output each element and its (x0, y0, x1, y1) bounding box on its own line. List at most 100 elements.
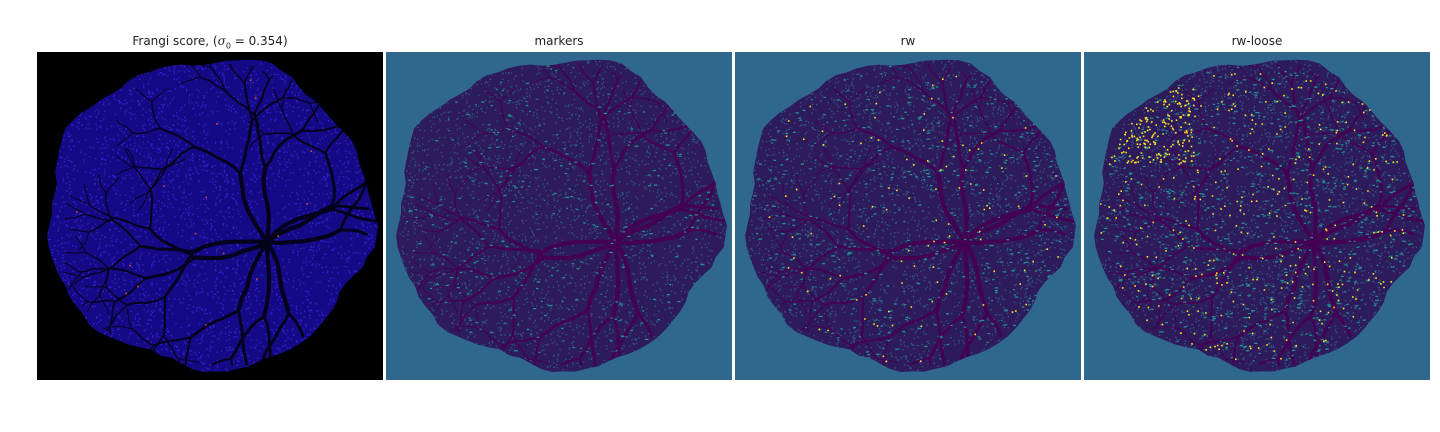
vessel (532, 335, 542, 370)
vessel (978, 107, 991, 135)
vessel (130, 192, 149, 204)
vessel (890, 145, 940, 175)
vessel (79, 231, 90, 250)
panel-title-rw-loose: rw-loose (1231, 34, 1283, 48)
vessel (779, 301, 786, 307)
vessel (1230, 335, 1240, 370)
vessel (763, 252, 785, 254)
vessel (499, 101, 510, 129)
vessel (909, 357, 931, 366)
vessel (466, 156, 485, 168)
vessel (587, 119, 603, 175)
vessel (1154, 245, 1189, 271)
vessel (1315, 75, 1321, 80)
vessel (456, 245, 491, 271)
vessel (602, 113, 616, 170)
vessel (1120, 286, 1135, 303)
vessel (211, 357, 233, 366)
vessel (273, 88, 282, 109)
vessel (479, 327, 504, 347)
vessel (473, 148, 485, 167)
vessel (809, 325, 831, 330)
vessel (541, 239, 619, 261)
vessel (99, 294, 109, 314)
vessel (109, 326, 111, 334)
vessel (479, 192, 498, 204)
vessel (105, 177, 120, 194)
vessel (331, 179, 369, 211)
vessel (102, 326, 111, 330)
vessel (592, 81, 603, 122)
vessel (598, 133, 614, 148)
vessel (951, 78, 969, 117)
vessel (85, 286, 107, 288)
vessel (428, 231, 439, 250)
vessel (762, 213, 784, 220)
vessel (1311, 239, 1338, 316)
vessel (1371, 151, 1383, 208)
vessel (463, 277, 497, 303)
vessel (238, 171, 270, 245)
vessel (1385, 228, 1415, 236)
vessel (268, 75, 274, 80)
vessel (301, 102, 322, 132)
vessel (460, 216, 501, 230)
vessel (947, 133, 963, 148)
vessel (1258, 357, 1280, 366)
vessel (941, 65, 952, 84)
vessel (767, 277, 781, 289)
vessel (287, 311, 305, 338)
vessel (262, 315, 272, 363)
vessel (1127, 267, 1157, 273)
vessel (64, 213, 86, 220)
vessel (767, 271, 780, 289)
vessel (1173, 148, 1183, 168)
vessel (1131, 183, 1137, 205)
vessel (110, 218, 142, 248)
vessel (451, 326, 460, 330)
vessel (498, 188, 503, 230)
vessel (84, 251, 110, 270)
vessel (781, 213, 811, 221)
vessel (825, 308, 831, 330)
vessel (105, 266, 109, 288)
vessel (861, 250, 894, 299)
vessel (229, 63, 246, 84)
vessel (1285, 171, 1317, 245)
vessel (687, 228, 717, 236)
vessel (979, 87, 985, 109)
vessel (515, 158, 535, 168)
vessel (263, 132, 293, 135)
vessel (261, 311, 291, 362)
vessel (962, 239, 989, 316)
vessel (680, 179, 718, 211)
vessel (487, 244, 545, 254)
vessel (84, 183, 90, 205)
vessel (105, 192, 113, 221)
vessel (430, 267, 459, 279)
vessel (1029, 179, 1067, 211)
vessel (779, 267, 808, 279)
vessel (454, 286, 477, 306)
vessel (921, 89, 954, 117)
vessel (62, 271, 83, 279)
vessel (1158, 216, 1199, 230)
vessel (447, 268, 459, 297)
vessel (301, 124, 342, 132)
vessel (540, 239, 619, 254)
vessel (1308, 239, 1319, 319)
vessel (881, 335, 891, 370)
vessel (610, 239, 621, 319)
vessel (857, 127, 893, 148)
vessel (152, 335, 193, 347)
vessel (81, 301, 88, 307)
vessel (999, 102, 1020, 132)
vessel (465, 119, 483, 134)
vessel (419, 195, 439, 205)
vessel (411, 271, 432, 279)
vessel (282, 96, 311, 105)
texture-layer (47, 59, 378, 373)
vessel (1179, 127, 1208, 135)
vessel (243, 65, 254, 84)
vessel (777, 231, 788, 250)
